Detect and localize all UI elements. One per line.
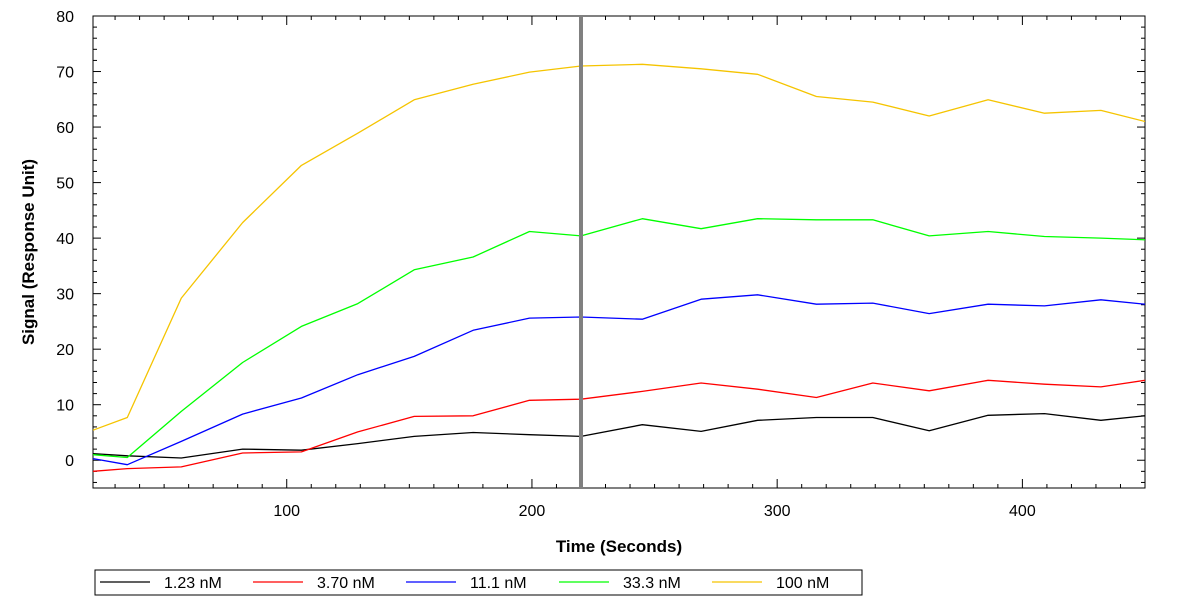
y-tick-label: 50 [56,176,74,193]
series-line-1 [92,412,1146,459]
y-tick-label: 80 [56,9,74,26]
y-axis-title: Signal (Response Unit) [19,159,38,345]
y-tick-labels: 0 10 20 30 40 50 60 70 80 [56,9,74,470]
legend-label-3: 11.1 nM [470,575,527,592]
legend: 1.23 nM 3.70 nM 11.1 nM 33.3 nM 100 nM [94,569,863,596]
series-lines [92,63,1146,472]
y-tick-label: 60 [56,120,74,137]
plot-frame [92,15,1146,489]
legend-items: 1.23 nM 3.70 nM 11.1 nM 33.3 nM 100 nM [100,575,829,592]
y-tick-label: 20 [56,342,74,359]
y-tick-label: 70 [56,65,74,82]
series-line-5 [92,63,1146,431]
y-tick-label: 40 [56,231,74,248]
x-tick-label: 300 [764,503,791,520]
legend-label-5: 100 nM [776,575,829,592]
x-tick-label: 400 [1009,503,1036,520]
legend-label-4: 33.3 nM [623,575,681,592]
legend-label-1: 1.23 nM [164,575,222,592]
y-tick-label: 10 [56,398,74,415]
x-tick-label: 100 [273,503,300,520]
series-line-4 [92,218,1146,459]
x-tick-label: 200 [519,503,546,520]
major-ticks [93,15,1145,488]
x-tick-labels: 100 200 300 400 [273,503,1035,520]
y-tick-label: 0 [65,453,74,470]
x-axis-title: Time (Seconds) [556,537,682,556]
series-line-2 [92,379,1146,472]
y-tick-label: 30 [56,287,74,304]
legend-label-2: 3.70 nM [317,575,375,592]
series-line-3 [92,294,1146,466]
minor-ticks [93,16,1146,488]
